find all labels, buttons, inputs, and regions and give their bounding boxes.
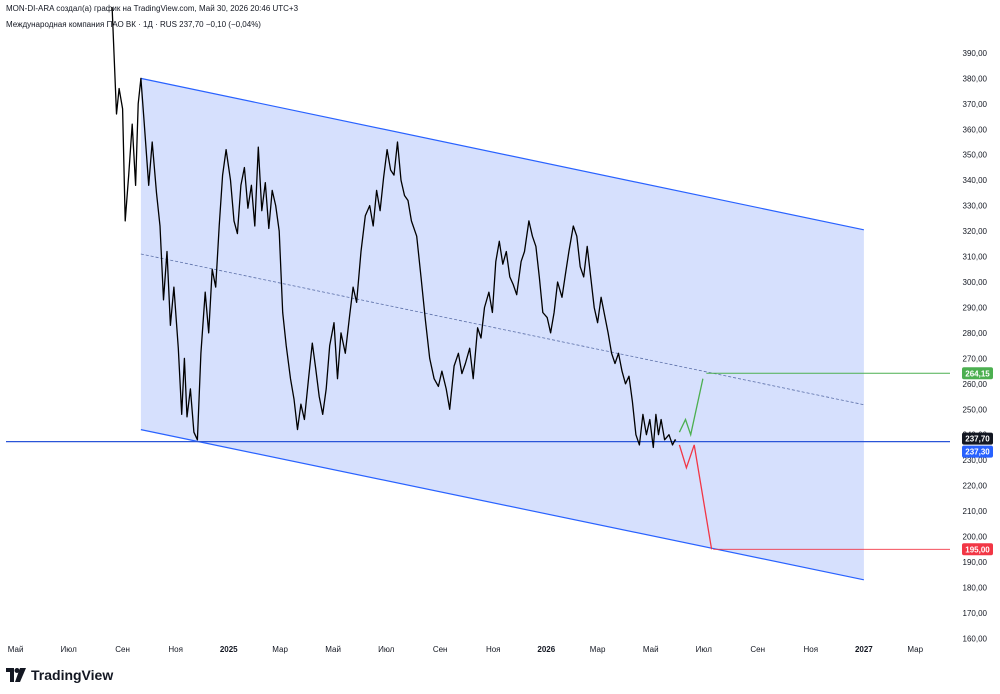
y-tick-label: 390,00 [963,49,988,58]
x-tick-label: Сен [750,645,765,654]
logo-text: TradingView [31,667,114,683]
y-tick-label: 350,00 [963,151,988,160]
x-tick-label: 2026 [537,645,555,654]
price-group [111,7,677,449]
bearish-projection-path [678,444,713,550]
projection-group [678,378,713,550]
y-tick-label: 170,00 [963,609,988,618]
tradingview-logo-icon [6,668,26,682]
y-tick-label: 290,00 [963,303,988,312]
channel-midline [140,253,864,406]
y-tick-label: 370,00 [963,100,988,109]
x-tick-label: Май [8,645,24,654]
chart-attribution: MON-DI-ARA создал(а) график на TradingVi… [6,4,299,13]
price-tags: 264,15 195,00 237,70 237,30 [962,367,993,556]
y-tick-label: 260,00 [963,380,988,389]
x-tick-label: Июл [696,645,713,654]
channel-group [6,77,950,581]
y-tick-label: 330,00 [963,202,988,211]
x-tick-label: 2025 [220,645,238,654]
target-tag-up-box [962,367,993,380]
y-tick-label: 300,00 [963,278,988,287]
x-tick-label: Сен [115,645,130,654]
channel-upper-line [140,77,864,231]
bullish-projection-path [678,378,704,438]
x-axis[interactable]: Май Июл Сен Ноя 2025 Мар Май Июл Сен Ноя 2026 Мар Ма… [8,645,924,654]
channel-fill [140,78,864,580]
x-tick-label: Май [325,645,341,654]
x-tick-label: Мар [907,645,923,654]
y-axis[interactable]: 390,00 380,00 370,00 360,00 350,00 340,00 330,… [963,49,988,643]
y-tick-label: 230,00 [963,456,988,465]
level-price-tag-box [962,445,993,458]
y-tick-label: 320,00 [963,227,988,236]
x-tick-label: Июл [378,645,395,654]
y-tick-label: 380,00 [963,74,988,83]
y-tick-label: 310,00 [963,253,988,262]
x-tick-label: Май [643,645,659,654]
x-tick-label: 2027 [855,645,873,654]
target-tag-down-box [962,543,993,556]
x-tick-label: Сен [433,645,448,654]
channel-lower-line [140,429,864,581]
price-line [111,7,677,449]
y-tick-label: 280,00 [963,329,988,338]
y-tick-label: 220,00 [963,482,988,491]
x-tick-label: Ноя [486,645,501,654]
y-tick-label: 180,00 [963,583,988,592]
symbol-legend: Международная компания ПАО ВК · 1Д · RUS… [6,20,261,29]
x-tick-label: Июл [61,645,78,654]
last-price-tag-label: 237,70 [965,435,990,444]
y-tick-label: 340,00 [963,176,988,185]
target-tag-down-label: 195,00 [965,545,990,554]
target-tag-up-label: 264,15 [965,369,990,378]
y-tick-label: 210,00 [963,507,988,516]
x-tick-label: Мар [590,645,606,654]
y-tick-label: 190,00 [963,558,988,567]
last-price-tag-box [962,432,993,445]
level-price-tag-label: 237,30 [965,448,990,457]
y-tick-label: 250,00 [963,405,988,414]
x-tick-label: Ноя [804,645,819,654]
y-tick-label: 270,00 [963,354,988,363]
tradingview-logo[interactable]: TradingView [6,667,113,683]
x-tick-label: Мар [272,645,288,654]
y-tick-label: 200,00 [963,533,988,542]
x-tick-label: Ноя [168,645,183,654]
y-tick-label: 160,00 [963,634,988,643]
y-tick-label: 360,00 [963,125,988,134]
